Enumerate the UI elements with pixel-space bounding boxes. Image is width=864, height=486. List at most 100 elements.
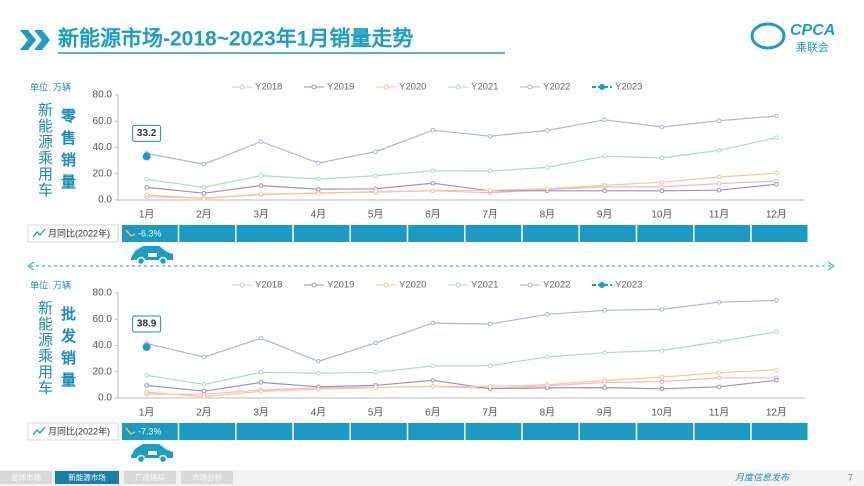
publish-note: 月度信息发布 (735, 472, 791, 482)
point (316, 370, 321, 376)
side-subtitle: 批发销量 (59, 306, 76, 394)
yoy-cell (522, 225, 579, 242)
point (430, 168, 436, 174)
x-tick-label: 1月 (139, 209, 155, 221)
legend-marker (239, 282, 245, 288)
yoy-icon (32, 228, 46, 238)
point (487, 168, 493, 174)
legend-marker (455, 84, 461, 90)
point (716, 370, 722, 375)
footer-tab-label: 总体市场 (11, 472, 41, 482)
point (602, 308, 607, 313)
yoy-cell (236, 225, 293, 242)
x-tick-label: 12月 (766, 407, 787, 419)
point (144, 383, 149, 388)
point (430, 384, 436, 389)
series-line (146, 137, 777, 188)
legend-label: Y2020 (399, 280, 426, 291)
point (545, 128, 550, 133)
yoy-cell (465, 423, 522, 440)
point (144, 372, 149, 378)
x-tick-label: 1月 (139, 407, 155, 419)
point (659, 386, 665, 392)
point (142, 152, 151, 161)
point (373, 149, 378, 154)
point (545, 382, 550, 388)
point (144, 185, 149, 190)
legend-marker (383, 84, 389, 90)
y-tick-label: 20.0 (93, 168, 113, 179)
legend-marker (527, 84, 533, 90)
point (774, 113, 779, 119)
point (430, 363, 436, 369)
footer-tab-label: 市场分析 (192, 472, 222, 482)
yoy-cell (179, 225, 235, 242)
yoy-cell (637, 423, 693, 440)
side-title: 新能源乘用车 (36, 102, 53, 198)
point (373, 369, 378, 375)
point (659, 179, 665, 185)
yoy-cell (694, 225, 751, 242)
point (602, 378, 607, 383)
yoy-value: -7.3% (138, 426, 162, 436)
x-tick-label: 11月 (709, 209, 729, 221)
point (487, 363, 493, 369)
point (774, 329, 779, 335)
x-tick-label: 9月 (597, 407, 613, 419)
x-tick-label: 6月 (425, 209, 441, 221)
point (774, 135, 779, 140)
point (144, 192, 149, 198)
logo-mark: CPCA (790, 22, 835, 39)
yoy-label: 月同比(2022年) (48, 227, 110, 238)
yoy-cell (751, 225, 808, 242)
yoy-cell (179, 423, 235, 440)
y-tick-label: 60.0 (93, 116, 113, 127)
point (774, 181, 779, 187)
point (258, 335, 264, 341)
point (716, 384, 722, 390)
x-tick-label: 4月 (311, 209, 327, 221)
point (716, 118, 722, 124)
y-tick-label: 80.0 (93, 288, 113, 299)
series-line (146, 115, 777, 165)
y-tick-label: 80.0 (93, 90, 113, 101)
point (373, 173, 378, 179)
footer-tab (55, 471, 119, 484)
car-wheel (136, 256, 146, 266)
page-number: 7 (848, 472, 853, 482)
legend-marker (383, 282, 389, 288)
value-label-box (132, 315, 162, 333)
point (201, 394, 207, 399)
point (602, 153, 607, 159)
legend-label: Y2023 (615, 82, 642, 93)
legend-marker (455, 282, 461, 288)
x-tick-label: 4月 (311, 407, 327, 419)
point (201, 161, 207, 167)
side-title: 新能源乘用车 (36, 300, 53, 396)
value-label: 38.9 (137, 319, 157, 330)
y-tick-label: 40.0 (93, 340, 113, 351)
x-tick-label: 10月 (651, 209, 672, 221)
point (258, 183, 264, 188)
point (716, 339, 722, 344)
point (659, 348, 665, 353)
yoy-cell (408, 423, 464, 440)
unit-label: 单位: 万辆 (30, 81, 71, 92)
legend-marker (239, 84, 245, 90)
legend-marker (311, 282, 317, 288)
yoy-trend-icon (125, 229, 136, 237)
y-tick-label: 20.0 (93, 366, 113, 377)
yoy-label-box (27, 224, 119, 243)
legend-marker (599, 282, 605, 288)
point (545, 311, 550, 317)
point (602, 117, 607, 123)
x-tick-label: 7月 (482, 209, 498, 221)
point (201, 354, 207, 360)
point (430, 188, 436, 193)
legend-label: Y2018 (255, 82, 282, 93)
point (716, 375, 722, 381)
legend-label: Y2018 (255, 280, 282, 291)
yoy-label: 月同比(2022年) (48, 425, 110, 436)
point (716, 187, 722, 193)
